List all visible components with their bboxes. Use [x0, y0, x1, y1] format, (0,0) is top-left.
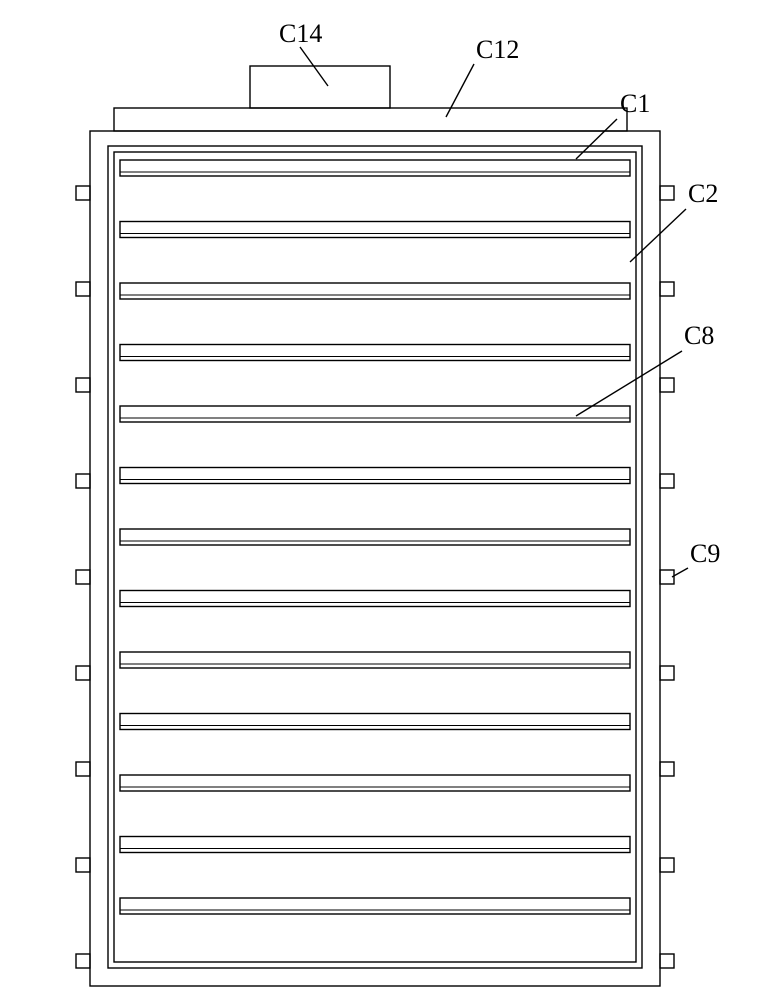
slat — [120, 283, 630, 299]
side-lug-right — [660, 474, 674, 488]
side-lug-right — [660, 378, 674, 392]
top-plate — [114, 108, 627, 131]
label-c9: C9 — [690, 539, 720, 568]
leader-line-c12 — [446, 64, 474, 117]
side-lug-right — [660, 186, 674, 200]
side-lug-left — [76, 474, 90, 488]
slat — [120, 406, 630, 422]
side-lug-left — [76, 378, 90, 392]
slat — [120, 898, 630, 914]
side-lug-right — [660, 762, 674, 776]
slat — [120, 160, 630, 176]
outer-frame — [90, 131, 660, 986]
side-lug-right — [660, 282, 674, 296]
leader-line-c1 — [576, 119, 617, 159]
louver-frame-outer — [108, 146, 642, 968]
slat — [120, 591, 630, 607]
side-lug-left — [76, 858, 90, 872]
side-lug-right — [660, 858, 674, 872]
label-c12: C12 — [476, 35, 519, 64]
side-lug-left — [76, 666, 90, 680]
label-c2: C2 — [688, 179, 718, 208]
top-cap — [250, 66, 390, 108]
side-lug-left — [76, 954, 90, 968]
side-lug-left — [76, 186, 90, 200]
slat — [120, 529, 630, 545]
louver-frame-inner — [114, 152, 636, 962]
slat — [120, 468, 630, 484]
side-lug-right — [660, 570, 674, 584]
side-lug-left — [76, 282, 90, 296]
side-lug-right — [660, 666, 674, 680]
label-c14: C14 — [279, 19, 322, 48]
slat — [120, 652, 630, 668]
label-c8: C8 — [684, 321, 714, 350]
side-lug-right — [660, 954, 674, 968]
slat — [120, 775, 630, 791]
slat — [120, 837, 630, 853]
leader-line-c2 — [630, 209, 686, 262]
side-lug-left — [76, 570, 90, 584]
label-c1: C1 — [620, 89, 650, 118]
slat — [120, 222, 630, 238]
slat — [120, 345, 630, 361]
side-lug-left — [76, 762, 90, 776]
slat — [120, 714, 630, 730]
